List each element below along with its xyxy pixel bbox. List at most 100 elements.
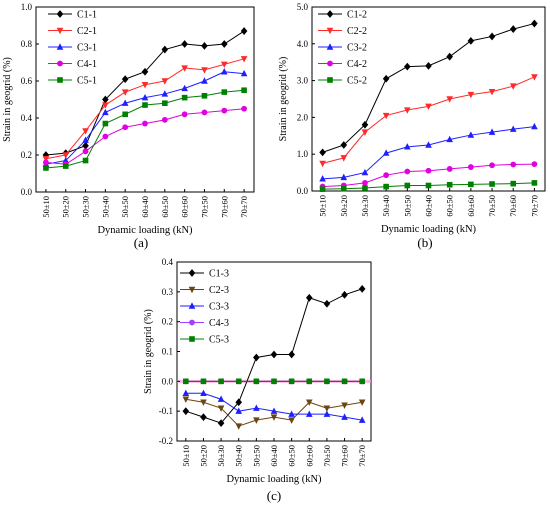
- data-point: [102, 133, 109, 140]
- data-point: [253, 404, 260, 411]
- series-C1-1: [42, 27, 248, 159]
- x-tick-label: 50±10: [318, 195, 328, 217]
- data-point: [217, 405, 225, 412]
- data-point: [488, 32, 496, 41]
- x-tick-label: 50±20: [339, 195, 349, 217]
- y-tick-label: 0.4: [21, 113, 33, 123]
- legend-entry: C1-1: [48, 10, 97, 21]
- legend-entry: C2-3: [180, 285, 229, 296]
- series-C3-1: [42, 68, 248, 167]
- data-point: [425, 167, 432, 174]
- data-point: [446, 52, 453, 61]
- legend-entry: C1-3: [180, 269, 229, 280]
- data-point: [181, 94, 188, 101]
- data-point: [425, 182, 432, 189]
- x-tick-label: 50±40: [100, 196, 110, 218]
- x-tick-label: 70±60: [340, 445, 350, 467]
- data-point: [510, 180, 517, 187]
- data-point: [253, 378, 260, 385]
- series-C4-2: [319, 161, 538, 190]
- data-point: [121, 89, 129, 96]
- data-point: [382, 74, 390, 83]
- legend-label: C2-2: [347, 26, 367, 37]
- data-point: [305, 410, 313, 417]
- data-point: [425, 103, 432, 111]
- legend-label: C1-3: [209, 269, 229, 280]
- data-point: [182, 389, 190, 396]
- data-point: [404, 107, 411, 114]
- y-tick-label: 0.2: [162, 317, 173, 327]
- legend-label: C5-1: [77, 76, 97, 87]
- data-point: [340, 141, 348, 149]
- data-point: [319, 186, 326, 192]
- data-point: [201, 41, 208, 50]
- data-point: [305, 399, 313, 406]
- data-point: [235, 407, 243, 414]
- legend-entry: C5-3: [180, 335, 229, 346]
- data-point: [488, 128, 496, 135]
- y-tick-label: 1.0: [21, 2, 33, 12]
- data-point: [253, 417, 260, 424]
- series-line: [45, 30, 245, 156]
- data-point: [102, 102, 109, 109]
- data-point: [200, 399, 207, 406]
- legend-marker: [188, 302, 196, 309]
- series-line: [45, 89, 245, 169]
- data-point: [340, 185, 347, 192]
- data-point: [161, 78, 169, 85]
- x-tick-label: 70±60: [219, 196, 229, 218]
- data-point: [43, 165, 49, 171]
- x-tick-label: 60±40: [269, 445, 279, 467]
- data-point: [382, 149, 390, 156]
- y-tick-label: 0.4: [162, 257, 174, 267]
- data-point: [531, 19, 538, 28]
- chart-panel-1: 0.0 0.2 0.4 0.6 0.8 1.0 50±10 50±20 50±30 50±40 50…: [2, 2, 255, 250]
- x-tick-label: 50±30: [360, 195, 370, 217]
- data-point: [446, 181, 453, 188]
- y-tick-label: 4.0: [297, 39, 309, 49]
- data-point: [531, 122, 538, 130]
- data-point: [121, 99, 129, 106]
- legend-marker: [56, 43, 64, 50]
- x-tick-label: 60±50: [445, 195, 455, 217]
- data-point: [488, 88, 496, 96]
- legend-marker: [189, 336, 195, 342]
- data-point: [425, 61, 432, 70]
- data-point: [382, 112, 390, 120]
- data-point: [221, 107, 228, 114]
- data-point: [509, 25, 517, 33]
- legend-label: C5-2: [347, 76, 367, 87]
- x-axis-label: Dynamic loading (kN): [226, 474, 322, 485]
- data-point: [181, 40, 188, 48]
- data-point: [271, 378, 277, 385]
- y-axis-label: Strain in geogrid (%): [143, 309, 154, 394]
- y-tick-label: 1.0: [297, 149, 309, 159]
- x-tick-label: 60±50: [287, 445, 297, 467]
- data-point: [324, 378, 330, 385]
- data-point: [241, 105, 247, 112]
- data-point: [201, 67, 208, 74]
- data-point: [122, 111, 128, 118]
- data-point: [161, 116, 168, 123]
- legend-entry: C3-3: [180, 302, 229, 313]
- x-axis-label: Dynamic loading (kN): [381, 224, 477, 235]
- legend-marker: [57, 77, 63, 83]
- data-point: [323, 410, 331, 417]
- data-point: [509, 83, 517, 90]
- x-tick-label: 70±70: [239, 196, 249, 218]
- data-point: [42, 156, 50, 163]
- legend-label: C4-3: [209, 318, 229, 329]
- data-point: [82, 136, 89, 143]
- data-point: [323, 299, 331, 308]
- data-point: [181, 84, 188, 92]
- data-point: [240, 69, 248, 77]
- data-point: [468, 181, 474, 188]
- x-tick-label: 70±50: [322, 445, 332, 467]
- data-point: [161, 90, 169, 97]
- data-point: [467, 131, 475, 138]
- legend-label: C2-1: [77, 26, 97, 37]
- panel-label: (b): [417, 235, 432, 250]
- data-point: [82, 157, 89, 164]
- y-tick-label: 5.0: [297, 2, 309, 12]
- y-tick-label: 0.3: [162, 287, 174, 297]
